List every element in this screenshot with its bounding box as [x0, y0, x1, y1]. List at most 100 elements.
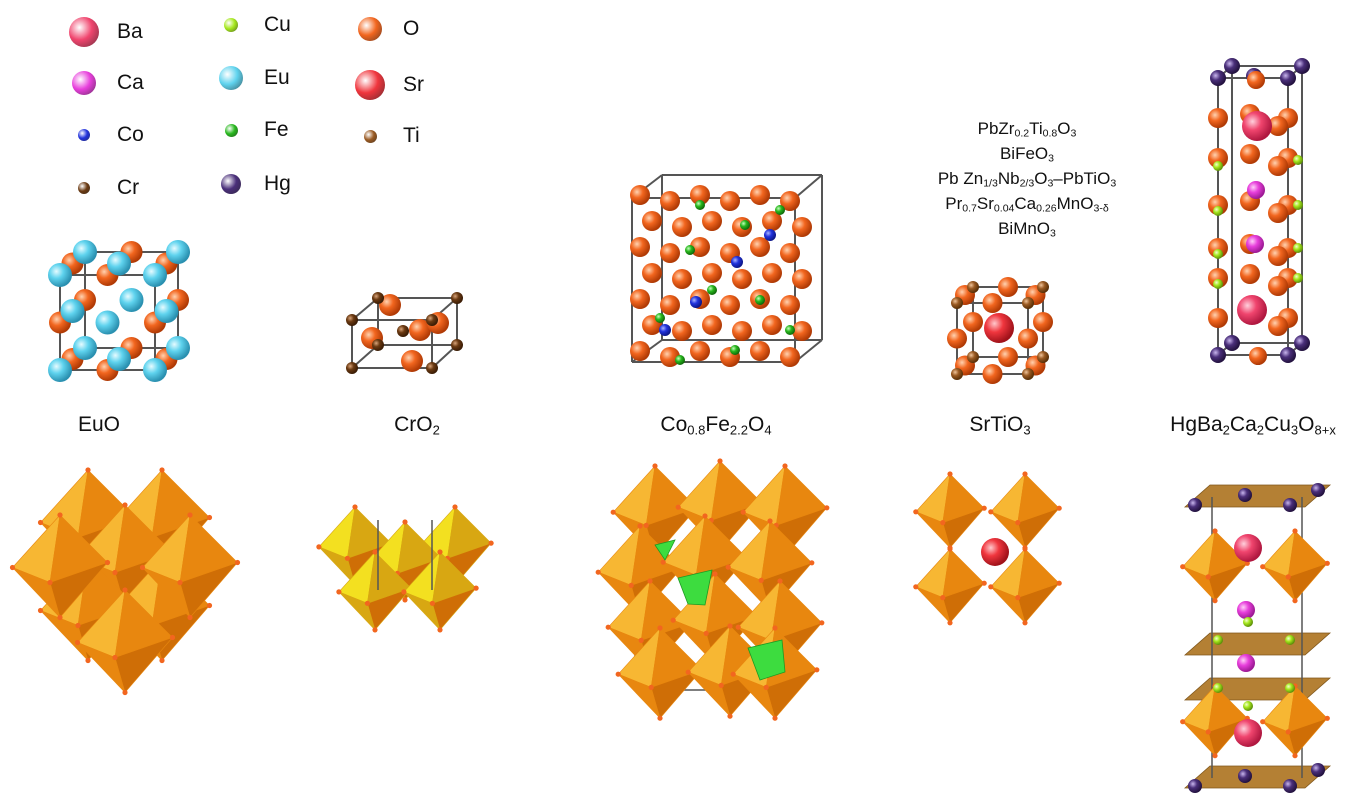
o-atom [982, 293, 1003, 313]
o-atom [1268, 203, 1288, 223]
formula-text: O [1298, 413, 1315, 436]
formula-text: Fe [705, 413, 730, 436]
octahedron-face [1287, 562, 1329, 602]
o-atom [702, 211, 722, 231]
hg-atom [1294, 58, 1310, 74]
o-vertex [1324, 560, 1330, 566]
o-vertex [1205, 729, 1211, 735]
hg-atom [1283, 779, 1297, 793]
fe-atom [707, 285, 717, 295]
legend-item-cu: Cu [216, 13, 291, 37]
formula-subscript: 3 [1110, 177, 1117, 190]
o-atom [1208, 108, 1228, 128]
o-atom [998, 347, 1018, 367]
cr-atom [372, 292, 384, 304]
ba-atom [1242, 111, 1272, 141]
octahedron-face [1207, 562, 1249, 602]
hg-atom [1238, 488, 1252, 502]
cu-atom-icon [224, 18, 238, 32]
o-atom [1208, 148, 1228, 168]
sr-atom [981, 538, 1009, 566]
o-vertex [657, 625, 663, 631]
formula-subscript: 3 [1047, 177, 1054, 190]
formula-subscript: 4 [764, 422, 772, 438]
o-vertex [675, 504, 681, 510]
ti-atom [951, 297, 963, 309]
o-vertex [758, 577, 764, 584]
ti-atom [1037, 281, 1049, 293]
ca-atom [1247, 181, 1265, 199]
o-vertex [344, 555, 350, 561]
o-atom [1208, 268, 1228, 288]
o-atom [642, 211, 662, 231]
o-atom [1208, 195, 1228, 215]
compound-label-hbcco: HgBa2Ca2Cu3O8+x [1170, 413, 1336, 437]
o-atom [690, 185, 710, 205]
o-vertex [139, 564, 146, 571]
o-vertex [947, 471, 953, 477]
o-vertex [727, 623, 733, 629]
legend-symbol: Ba [117, 20, 143, 43]
formula-text: Cu [1264, 413, 1291, 436]
o-vertex [1292, 598, 1298, 604]
o-vertex [777, 578, 783, 584]
o-vertex [643, 522, 649, 529]
octahedron-face [942, 507, 986, 549]
o-vertex [177, 579, 183, 586]
formula-subscript: 2 [432, 422, 440, 438]
legend-item-o: O [355, 17, 419, 41]
cro2-polyhedra [316, 504, 494, 633]
legend-item-cr: Cr [69, 176, 139, 200]
legend-item-hg: Hg [216, 172, 291, 196]
o-vertex [628, 582, 634, 589]
o-vertex [595, 569, 601, 575]
ti-atom [951, 368, 963, 380]
cr-atom [372, 339, 384, 351]
co-atom [690, 296, 702, 308]
o-vertex [981, 580, 987, 586]
legend-symbol: Hg [264, 172, 291, 195]
cfo-polyhedra [595, 458, 830, 721]
legend-symbol: Cu [264, 13, 291, 36]
o-vertex [1056, 580, 1062, 586]
ti-atom [967, 351, 979, 363]
eu-atom [143, 358, 167, 382]
legend-symbol: Eu [264, 66, 290, 89]
o-vertex [660, 559, 666, 565]
hg-atom [1311, 763, 1325, 777]
o-vertex [767, 518, 773, 524]
o-vertex [234, 559, 241, 566]
o-vertex [772, 625, 778, 631]
o-vertex [637, 523, 643, 529]
ti-atom-icon [363, 129, 377, 143]
octahedron-face [1287, 717, 1329, 757]
o-atom [792, 217, 812, 237]
o-vertex [159, 657, 165, 664]
hbcco-polyhedra [1180, 483, 1332, 793]
o-atom [982, 364, 1003, 384]
formula-text: O [1057, 119, 1071, 138]
o-atom [762, 315, 782, 335]
o-vertex [1180, 564, 1186, 570]
o-atom [1018, 328, 1038, 349]
cr-atom [346, 314, 358, 326]
o-atom [780, 295, 800, 315]
formula-text: O [747, 413, 765, 436]
eu-atom [48, 263, 72, 287]
o-atom [792, 269, 812, 289]
o-atom [750, 185, 770, 205]
o-vertex [988, 509, 994, 515]
cu-atom [1213, 206, 1223, 216]
octahedron-face [765, 669, 818, 719]
o-vertex [947, 546, 953, 552]
o-vertex [112, 569, 118, 576]
o-vertex [1244, 560, 1250, 566]
formula-subscript: 3 [1048, 152, 1055, 165]
o-vertex [1212, 753, 1218, 759]
legend-item-co: Co [69, 123, 144, 147]
o-vertex [402, 519, 408, 525]
o-vertex [122, 587, 128, 593]
o-vertex [670, 617, 676, 623]
hg-atom [1283, 498, 1297, 512]
